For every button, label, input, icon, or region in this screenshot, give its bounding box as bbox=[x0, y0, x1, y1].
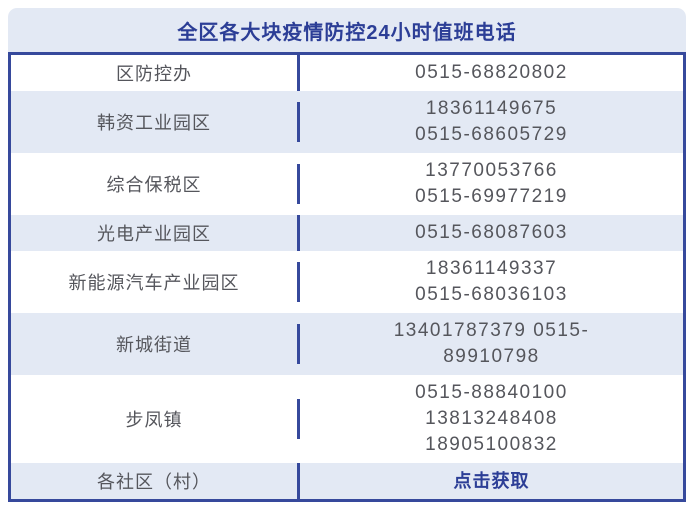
column-divider bbox=[297, 55, 300, 91]
column-divider bbox=[297, 164, 300, 204]
district-label: 韩资工业园区 bbox=[97, 113, 211, 133]
column-divider bbox=[297, 463, 300, 499]
phone-numbers: 18361149675 0515-68605729 bbox=[300, 91, 683, 153]
column-divider bbox=[297, 399, 300, 439]
district-label: 各社区（村） bbox=[97, 472, 211, 492]
district-label: 新能源汽车产业园区 bbox=[68, 273, 240, 293]
table-row: 光电产业园区 0515-68087603 bbox=[11, 215, 683, 251]
phone-line: 89910798 bbox=[443, 346, 540, 367]
phone-line: 0515-68605729 bbox=[415, 124, 568, 145]
phone-table-card: 全区各大块疫情防控24小时值班电话 区防控办 0515-68820802 韩资工… bbox=[8, 8, 686, 502]
phone-numbers: 点击获取 bbox=[300, 463, 683, 499]
click-to-get-link[interactable]: 点击获取 bbox=[453, 471, 530, 491]
table-row: 新能源汽车产业园区 18361149337 0515-68036103 bbox=[11, 251, 683, 313]
phone-numbers: 0515-68087603 bbox=[300, 215, 683, 251]
phone-line: 13813248408 bbox=[425, 408, 558, 429]
phone-line: 0515-68087603 bbox=[415, 222, 568, 243]
phone-line: 13401787379 0515- bbox=[393, 320, 590, 341]
table-row: 韩资工业园区 18361149675 0515-68605729 bbox=[11, 91, 683, 153]
phone-line: 0515-69977219 bbox=[415, 186, 568, 207]
column-divider bbox=[297, 324, 300, 364]
table-row: 步凤镇 0515-88840100 13813248408 18905100832 bbox=[11, 375, 683, 463]
phone-line: 18361149675 bbox=[425, 98, 558, 119]
table-row: 各社区（村） 点击获取 bbox=[11, 463, 683, 499]
phone-line: 0515-68820802 bbox=[415, 62, 568, 83]
table-row: 综合保税区 13770053766 0515-69977219 bbox=[11, 153, 683, 215]
phone-line: 18905100832 bbox=[425, 434, 558, 455]
district-label: 步凤镇 bbox=[125, 410, 183, 430]
phone-numbers: 0515-88840100 13813248408 18905100832 bbox=[300, 375, 683, 463]
district-label: 综合保税区 bbox=[106, 175, 202, 195]
district-label: 光电产业园区 bbox=[97, 224, 211, 244]
phone-numbers: 18361149337 0515-68036103 bbox=[300, 251, 683, 313]
column-divider bbox=[297, 215, 300, 251]
table-body: 区防控办 0515-68820802 韩资工业园区 18361149675 051… bbox=[8, 52, 686, 502]
phone-numbers: 13770053766 0515-69977219 bbox=[300, 153, 683, 215]
table-title: 全区各大块疫情防控24小时值班电话 bbox=[8, 8, 686, 52]
phone-numbers: 13401787379 0515- 89910798 bbox=[300, 313, 683, 375]
district-label: 区防控办 bbox=[116, 64, 192, 84]
phone-line: 13770053766 bbox=[425, 160, 558, 181]
table-row: 区防控办 0515-68820802 bbox=[11, 55, 683, 91]
phone-line: 0515-88840100 bbox=[415, 382, 568, 403]
table-row: 新城街道 13401787379 0515- 89910798 bbox=[11, 313, 683, 375]
column-divider bbox=[297, 102, 300, 142]
phone-line: 0515-68036103 bbox=[415, 284, 568, 305]
column-divider bbox=[297, 262, 300, 302]
phone-line: 18361149337 bbox=[425, 258, 558, 279]
district-label: 新城街道 bbox=[116, 335, 192, 355]
phone-numbers: 0515-68820802 bbox=[300, 55, 683, 91]
